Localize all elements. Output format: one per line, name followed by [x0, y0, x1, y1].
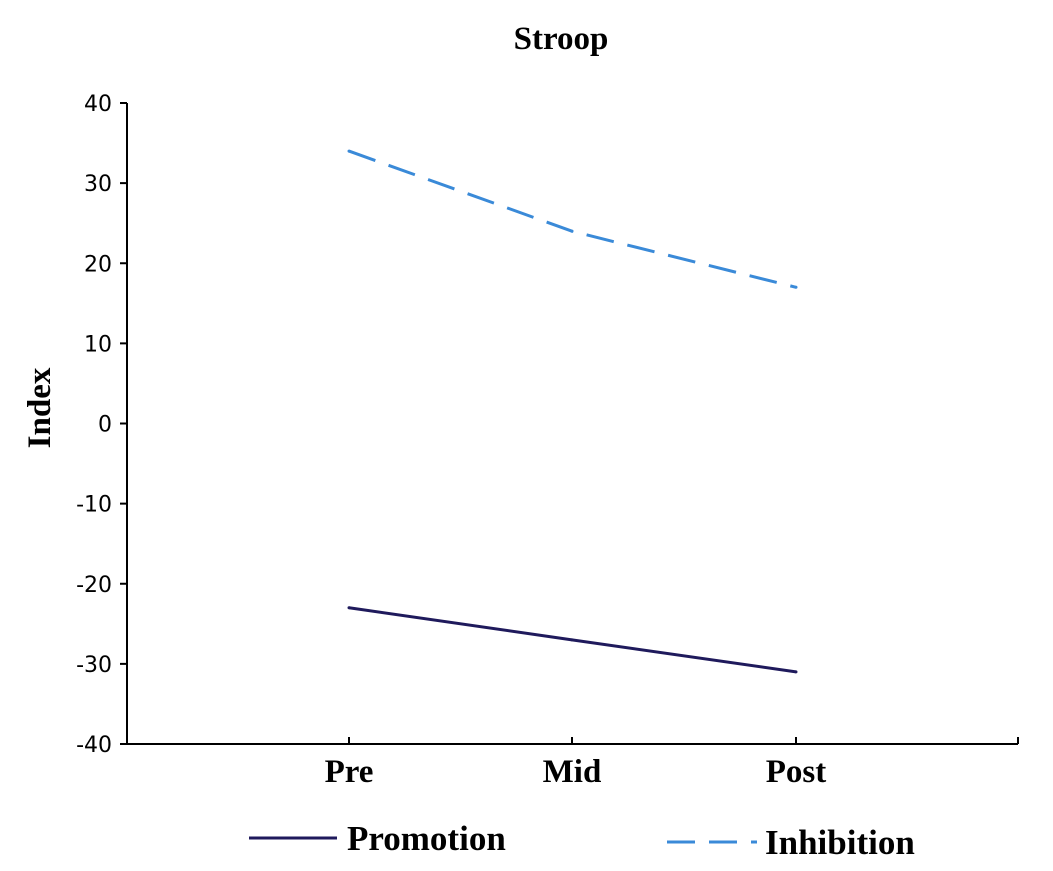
- series-line-inhibition: [348, 149, 797, 289]
- series-layer: [347, 149, 798, 674]
- legend-label-promotion: Promotion: [347, 819, 506, 858]
- data-point-inhibition-post: [794, 285, 798, 289]
- y-tick-label: -10: [76, 493, 112, 518]
- data-point-inhibition-mid: [570, 229, 574, 233]
- y-tick-label: 10: [84, 332, 112, 357]
- y-ticks: 40 30 20 10 0 -10 -20 -30 -40: [76, 92, 127, 758]
- y-axis-label: Index: [22, 367, 58, 448]
- y-tick-label: -20: [76, 573, 112, 598]
- y-tick-label: -30: [76, 653, 112, 678]
- data-point-inhibition-pre: [347, 149, 351, 153]
- y-tick-label: 40: [84, 92, 112, 117]
- y-tick-label: 30: [84, 172, 112, 197]
- legend: Promotion Inhibition: [249, 819, 915, 862]
- data-point-promotion-pre: [347, 606, 351, 610]
- axes: [126, 103, 1018, 745]
- x-tick-label-post: Post: [766, 754, 827, 790]
- x-tick-label-pre: Pre: [325, 754, 374, 790]
- legend-label-inhibition: Inhibition: [765, 823, 915, 862]
- data-point-promotion-mid: [570, 638, 574, 642]
- x-tick-label-mid: Mid: [543, 754, 602, 790]
- x-ticks: Pre Mid Post: [325, 737, 1019, 790]
- y-tick-label: 20: [84, 252, 112, 277]
- y-tick-label: -40: [76, 733, 112, 758]
- y-tick-label: 0: [98, 413, 112, 438]
- chart-title: Stroop: [514, 21, 609, 57]
- data-point-promotion-post: [794, 670, 798, 674]
